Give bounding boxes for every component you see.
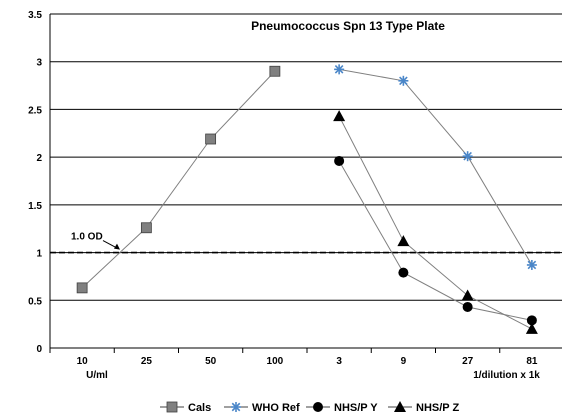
legend-marker: [394, 401, 406, 412]
x-tick-label: 100: [267, 356, 284, 367]
x-tick-label: 27: [462, 356, 474, 367]
y-tick-label: 3.5: [28, 10, 42, 21]
reference-arrow-head: [114, 243, 120, 250]
marker-stroke: [399, 76, 408, 86]
series-line: [81, 70, 276, 289]
legend-marker: [313, 402, 323, 412]
marker-stroke: [334, 65, 344, 74]
series-line: [338, 160, 532, 321]
data-point: [205, 133, 217, 145]
legend-marker: [231, 402, 241, 412]
x-tick-label: 9: [401, 356, 407, 367]
series-line: [339, 68, 533, 266]
marker-stroke: [463, 151, 472, 161]
y-tick-label: 2.5: [28, 105, 42, 116]
reference-line-group: 1.0 OD: [50, 232, 562, 254]
legend-item: Cals: [160, 401, 211, 414]
data-point: [525, 322, 538, 334]
legend-marker: [166, 401, 178, 413]
legend-item: NHS/P Y: [306, 402, 378, 414]
y-tick-label: 0.5: [28, 296, 42, 307]
legend-label: NHS/P Y: [334, 402, 378, 414]
x-group-label: 1/dilution x 1k: [473, 370, 540, 381]
y-tick-label: 1.5: [28, 201, 42, 212]
data-point: [333, 110, 346, 122]
tick-labels: 0 0.5 1 1.5 2 2.5 3 3.5 10 25 50 100 3 9 27 81 U/ml 1/dil…: [28, 10, 540, 381]
data-point: [526, 315, 537, 326]
y-tick-label: 2: [36, 153, 42, 164]
data-point: [269, 65, 281, 77]
series-group: [76, 64, 538, 334]
x-tick-label: 50: [205, 356, 217, 367]
y-tick-label: 0: [36, 344, 42, 355]
series-cals: [76, 65, 281, 294]
series-line: [338, 115, 533, 330]
x-tick-label: 25: [141, 356, 153, 367]
legend-item: NHS/P Z: [388, 401, 459, 414]
data-point: [398, 75, 409, 86]
data-point: [462, 151, 473, 162]
x-tick-label: 81: [526, 356, 538, 367]
x-group-label: U/ml: [86, 370, 108, 381]
marker-stroke: [231, 402, 241, 412]
marker-stroke: [527, 260, 537, 270]
x-tick-label: 3: [336, 356, 342, 367]
data-point: [334, 155, 345, 166]
data-point: [397, 235, 410, 247]
reference-line-label: 1.0 OD: [71, 232, 103, 243]
series-nhs-p-y: [334, 155, 537, 326]
data-point: [462, 301, 473, 312]
data-point: [140, 222, 152, 234]
data-point: [334, 64, 345, 75]
series-nhs-p-z: [333, 110, 538, 334]
legend-label: Cals: [188, 402, 211, 414]
x-tick-label: 10: [77, 356, 89, 367]
y-tick-label: 3: [36, 58, 42, 69]
data-point: [526, 259, 537, 270]
legend-label: NHS/P Z: [416, 402, 459, 414]
chart-title: Pneumococcus Spn 13 Type Plate: [251, 19, 445, 33]
data-point: [461, 289, 474, 301]
series-who-ref: [334, 64, 537, 270]
legend-item: WHO Ref: [224, 402, 300, 414]
legend: Cals WHO Ref NHS/P Y NHS/P Z: [160, 401, 459, 414]
data-point: [398, 267, 409, 278]
axes: [49, 14, 562, 353]
data-point: [76, 282, 88, 294]
y-tick-label: 1: [36, 249, 42, 260]
legend-label: WHO Ref: [252, 402, 300, 414]
